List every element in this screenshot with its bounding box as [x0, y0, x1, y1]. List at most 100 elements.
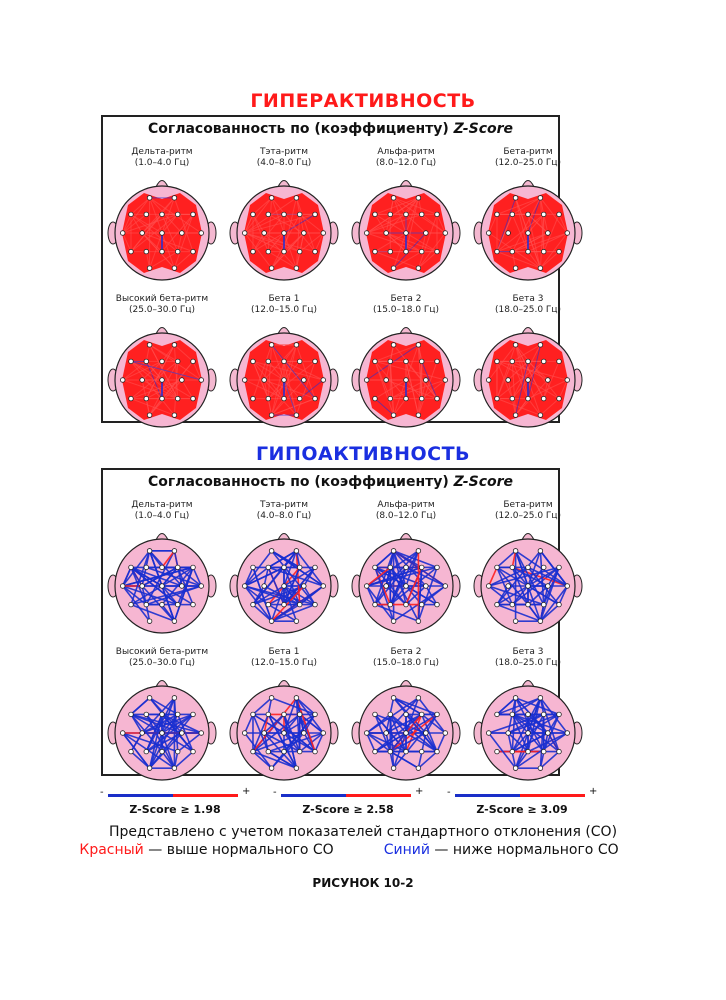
- electrode: [242, 730, 248, 736]
- coherence-line: [425, 585, 438, 606]
- electrode: [364, 730, 370, 736]
- coherence-line: [496, 566, 529, 587]
- coherence-line: [244, 213, 285, 234]
- nose: [277, 680, 291, 688]
- electrode: [494, 395, 500, 402]
- coherence-line: [244, 197, 272, 234]
- electrode: [494, 748, 500, 755]
- coherence-line: [374, 344, 419, 362]
- coherence-line: [385, 550, 419, 587]
- coherence-line: [527, 214, 549, 234]
- coherence-line: [283, 197, 297, 252]
- electrode: [387, 748, 393, 755]
- coherence-line: [511, 697, 542, 752]
- band-name: Высокий бета-ритм: [115, 294, 209, 304]
- coherence-line: [511, 732, 529, 753]
- electrode: [293, 765, 300, 771]
- coherence-line: [539, 714, 545, 769]
- electrode: [556, 748, 562, 755]
- head-coherence-map: [473, 680, 583, 781]
- coherence-line: [252, 604, 273, 622]
- coherence-line: [267, 550, 297, 569]
- coherence-line: [252, 197, 272, 215]
- nose: [155, 180, 169, 188]
- electrode: [293, 195, 300, 201]
- coherence-line: [393, 344, 438, 399]
- coherence-line: [122, 214, 132, 234]
- coherence-line: [558, 585, 569, 605]
- electrode: [387, 711, 393, 718]
- electrode: [556, 358, 562, 365]
- electrode: [403, 377, 409, 383]
- coherence-line: [267, 750, 297, 769]
- electrode: [190, 711, 196, 718]
- electrode: [494, 358, 500, 365]
- coherence-line: [252, 344, 273, 399]
- coherence-line: [393, 197, 407, 215]
- coherence-line: [267, 344, 273, 399]
- coherence-line: [252, 361, 285, 399]
- electrode: [525, 601, 531, 608]
- electrode: [242, 377, 248, 383]
- electrode: [419, 211, 425, 218]
- coherence-line: [527, 379, 541, 416]
- electrode: [512, 548, 519, 554]
- coherence-line: [145, 713, 163, 734]
- coherence-line: [507, 713, 545, 734]
- coherence-line: [130, 197, 150, 215]
- coherence-line: [511, 697, 541, 716]
- electrode: [364, 583, 370, 589]
- coherence-line: [161, 604, 176, 622]
- electrode: [541, 248, 547, 255]
- coherence-line: [161, 214, 179, 252]
- coherence-line: [149, 398, 163, 416]
- coherence-line: [542, 714, 560, 752]
- coherence-line: [122, 379, 178, 400]
- electrode: [265, 358, 271, 365]
- coherence-line: [267, 360, 316, 400]
- electrode: [509, 248, 515, 255]
- nose: [399, 680, 413, 688]
- coherence-line: [511, 197, 541, 252]
- coherence-line: [271, 361, 285, 416]
- electrode: [120, 583, 126, 589]
- electrode: [175, 395, 181, 402]
- electrode: [387, 601, 393, 608]
- electrode: [434, 395, 440, 402]
- coherence-line: [130, 361, 175, 416]
- nose: [521, 533, 535, 541]
- coherence-line: [267, 697, 273, 715]
- electrode: [505, 230, 511, 236]
- electrode: [525, 248, 531, 255]
- electrode: [143, 711, 149, 718]
- coherence-line: [527, 379, 568, 400]
- electrode: [564, 583, 570, 589]
- band-label: Дельта-ритм (1.0–4.0 Гц): [101, 500, 223, 522]
- electrode: [512, 265, 519, 271]
- coherence-line: [389, 567, 407, 605]
- electrode: [564, 730, 570, 736]
- nose: [155, 680, 169, 688]
- red-legend-text: — выше нормального СО: [143, 842, 334, 858]
- electrode: [390, 265, 397, 271]
- coherence-line: [421, 361, 438, 399]
- coherence-line: [527, 585, 549, 606]
- electrode: [525, 711, 531, 718]
- electrode: [265, 711, 271, 718]
- electrode: [179, 730, 185, 736]
- coherence-line: [539, 197, 545, 252]
- coherence-line: [141, 232, 163, 252]
- coherence-line: [252, 697, 273, 715]
- electrode: [171, 695, 178, 701]
- electrode: [312, 564, 318, 571]
- coherence-line: [130, 214, 143, 234]
- coherence-line: [271, 398, 285, 416]
- electrode: [486, 230, 492, 236]
- electrode: [419, 601, 425, 608]
- coherence-line: [417, 214, 438, 269]
- electrode: [537, 695, 544, 701]
- electrode: [364, 230, 370, 236]
- coherence-line: [366, 732, 391, 753]
- electrode: [281, 358, 287, 365]
- electrode: [250, 395, 256, 402]
